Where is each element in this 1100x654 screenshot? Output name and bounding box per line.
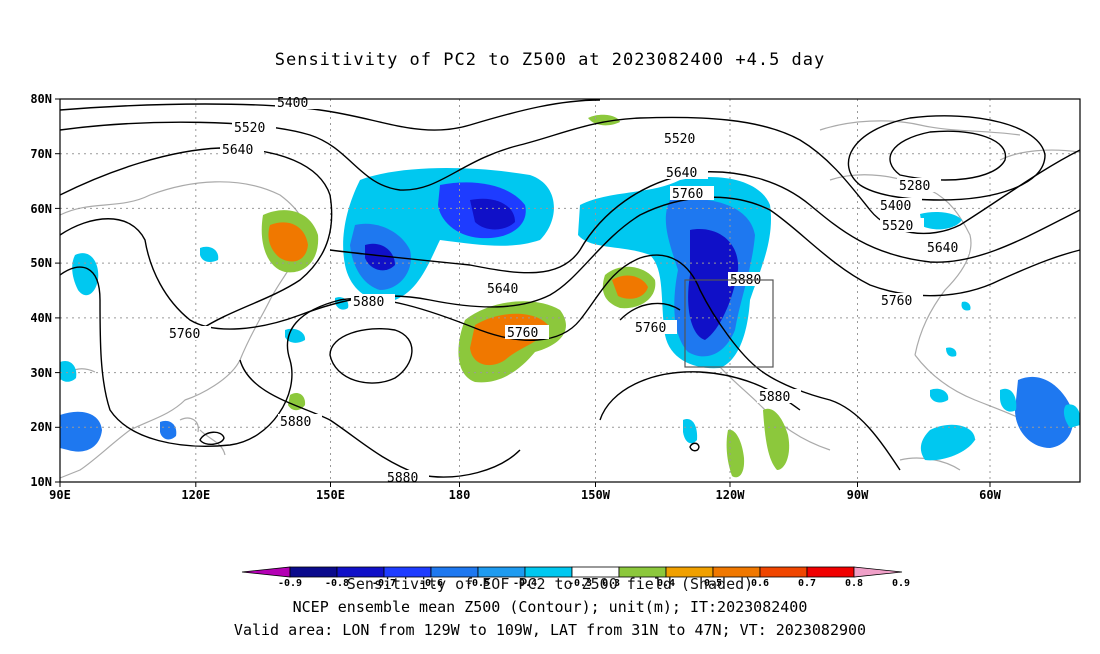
shade-pos-japan-core — [268, 222, 308, 262]
lat-label: 40N — [30, 311, 52, 325]
shade-blue-w2 — [60, 411, 102, 452]
contour-label: 5520 — [234, 121, 265, 136]
colorbar-label: 0.5 — [704, 578, 722, 589]
caption-shaded: Sensitivity of EOF PC2 to Z500 field (Sh… — [346, 575, 754, 593]
contour-label: 5520 — [882, 219, 913, 234]
shade-blue-w3 — [60, 360, 77, 382]
colorbar-label: 0.7 — [798, 578, 816, 589]
gridlines — [60, 99, 1080, 482]
contour-label: 5880 — [353, 295, 384, 310]
shade-pos-mexico2 — [726, 429, 745, 478]
contour-5640a — [59, 147, 333, 331]
colorbar-label: 0.4 — [657, 578, 675, 589]
colorbar-label: -0.4 — [513, 578, 537, 589]
colorbar-label: 0.3 — [602, 578, 620, 589]
shade-blue-w1 — [72, 253, 99, 296]
map-border — [59, 98, 1081, 483]
lat-label: 70N — [30, 147, 52, 161]
lat-label: 60N — [30, 202, 52, 216]
contour-small — [199, 431, 225, 445]
valid-area-box — [684, 279, 774, 368]
contour-label: 5880 — [280, 415, 311, 430]
lon-label: 120W — [716, 488, 746, 502]
contour-label: 5760 — [881, 294, 912, 309]
contour-label: 5520 — [664, 132, 695, 147]
tick-marks — [55, 98, 991, 487]
lon-label: 150E — [316, 488, 345, 502]
lat-label: 80N — [30, 92, 52, 106]
shade-blue-e3 — [1000, 388, 1017, 412]
contour-label: 5760 — [507, 326, 538, 341]
colorbar-label: 0.6 — [751, 578, 769, 589]
contour-label: 5760 — [169, 327, 200, 342]
shade-blue-w4 — [200, 246, 219, 263]
shade-blue-e5 — [920, 424, 975, 461]
colorbar-label: -0.7 — [372, 578, 396, 589]
contour-small2 — [689, 442, 700, 452]
contour-5280 — [889, 130, 1007, 181]
contour-label: 5640 — [222, 143, 253, 158]
lon-label: 90E — [49, 488, 71, 502]
map-frame — [60, 99, 1080, 482]
lon-label: 180 — [449, 488, 471, 502]
contour-5880c — [239, 359, 521, 478]
caption-valid-area: Valid area: LON from 129W to 109W, LAT f… — [233, 621, 867, 639]
shade-blue-e9 — [961, 301, 971, 311]
contour-5880b — [579, 254, 901, 471]
lon-label: 90W — [847, 488, 869, 502]
contour-labels: 5400 5520 5640 5520 5640 5760 5280 5400 … — [167, 95, 969, 486]
colorbar-label: 0.8 — [845, 578, 863, 589]
shade-blue-pacific-core2 — [470, 198, 515, 230]
colorbar-label: -0.8 — [325, 578, 349, 589]
shade-blue-w5 — [160, 420, 177, 440]
contour-label: 5280 — [899, 179, 930, 194]
shade-blue-westcoast-core — [688, 229, 739, 340]
shade-blue-e4 — [930, 388, 949, 403]
contour-5520a — [59, 116, 1081, 235]
contour-5760a — [59, 196, 1081, 330]
shade-blue-e8 — [946, 347, 957, 357]
lat-label: 50N — [30, 256, 52, 270]
shade-pos-epac-core — [612, 275, 648, 299]
contour-label: 5760 — [672, 187, 703, 202]
contour-label: 5880 — [759, 390, 790, 405]
colorbar: -0.9 -0.8 -0.7 -0.6 -0.5 -0.4 -0.3 0.3 0.4 0.5 0.6… — [241, 566, 910, 589]
shade-blue-e1 — [920, 212, 962, 230]
z500-contours — [59, 99, 1081, 478]
colorbar-label: -0.3 — [568, 578, 592, 589]
shade-blue-e7 — [683, 419, 698, 444]
lon-label: 120E — [181, 488, 210, 502]
contour-label: 5400 — [277, 96, 308, 111]
colorbar-label: -0.5 — [466, 578, 490, 589]
colorbar-label: 0.9 — [892, 578, 910, 589]
caption-contour: NCEP ensemble mean Z500 (Contour); unit(… — [292, 598, 808, 616]
lat-label: 20N — [30, 420, 52, 434]
shade-blue-e6 — [1063, 404, 1081, 428]
longitude-labels: 90E 120E 150E 180 150W 120W 90W 60W — [49, 488, 1001, 502]
contour-5760c — [619, 302, 681, 321]
lat-label: 10N — [30, 475, 52, 489]
colorbar-label: -0.6 — [419, 578, 443, 589]
contour-label: 5760 — [635, 321, 666, 336]
latitude-labels: 80N 70N 60N 50N 40N 30N 20N 10N — [30, 92, 52, 489]
contour-label: 5880 — [387, 471, 418, 486]
figure-title: Sensitivity of PC2 to Z500 at 2023082400… — [274, 50, 826, 70]
contour-label: 5400 — [880, 199, 911, 214]
lon-label: 60W — [979, 488, 1001, 502]
lat-label: 30N — [30, 366, 52, 380]
lon-label: 150W — [581, 488, 611, 502]
shade-pos-mexico — [763, 408, 790, 470]
contour-label: 5640 — [666, 166, 697, 181]
contour-label: 5640 — [927, 241, 958, 256]
shade-pos-small1 — [288, 393, 306, 411]
colorbar-high-arrow — [853, 566, 903, 578]
contour-label: 5640 — [487, 282, 518, 297]
contour-5400a — [59, 99, 601, 131]
colorbar-label: -0.9 — [278, 578, 302, 589]
shade-blue-e2 — [1015, 376, 1074, 448]
contour-ring — [329, 328, 413, 384]
shade-blue-kamchatka-core — [365, 243, 395, 271]
